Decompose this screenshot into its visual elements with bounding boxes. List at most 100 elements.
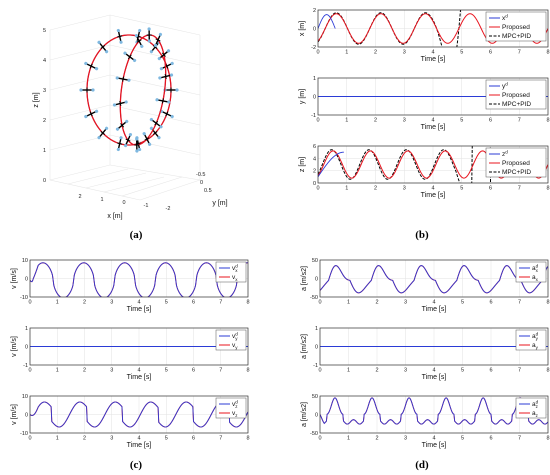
x-tick-label: 7	[518, 118, 521, 124]
axes-frame	[319, 327, 549, 366]
legend-box	[515, 329, 547, 351]
legend: vd zvz	[215, 397, 247, 419]
legend-entry: vy	[232, 342, 238, 350]
quadrotor-marker	[157, 49, 171, 61]
y-tick-label: 50	[312, 258, 318, 264]
y-tick-label: -50	[310, 295, 318, 301]
legend-box	[215, 261, 247, 283]
legend-entry: MPC+PID	[502, 33, 531, 40]
y-axis-label: z [m]	[299, 157, 306, 172]
x-tick-label: 1	[56, 368, 59, 374]
x-tick-label-3d: 2	[78, 194, 81, 200]
x-tick-label: 0	[28, 436, 31, 442]
legend-entry: ad y	[532, 332, 539, 342]
y-tick-label: 0	[313, 181, 316, 187]
x-tick-label: 4	[137, 368, 140, 374]
x-tick-label: 6	[489, 186, 492, 192]
x-tick-label: 7	[219, 300, 222, 306]
x-tick-label: 3	[404, 436, 407, 442]
x-tick-label-3d: -2	[166, 206, 171, 212]
x-tick-label: 0	[318, 300, 321, 306]
quadrotor-marker	[84, 109, 99, 119]
x-tick-label: 2	[83, 368, 86, 374]
y-tick-label: -1	[23, 363, 28, 369]
y-tick-label: 4	[313, 156, 316, 162]
x-tick-label-3d: 1	[100, 197, 103, 203]
x-tick-label: 3	[110, 300, 113, 306]
series-group	[30, 401, 248, 428]
axes-frame	[29, 395, 249, 434]
legend: ad zaz	[515, 397, 547, 419]
legend-entry: Proposed	[502, 24, 530, 31]
zlabel-3d: z [m]	[33, 92, 40, 107]
legend: vd yvy	[215, 329, 247, 351]
quadrotor-marker	[115, 119, 129, 131]
z-tick-label: 5	[43, 28, 46, 34]
x-tick-label: 7	[518, 186, 521, 192]
legend-box	[515, 261, 547, 283]
x-tick-label: 5	[461, 436, 464, 442]
x-tick-label: 2	[83, 436, 86, 442]
x-axis-label: Time [s]	[127, 306, 152, 313]
y-axis-label: v [m/s]	[11, 268, 18, 289]
x-tick-label: 4	[432, 300, 435, 306]
x-tick-label: 0	[316, 118, 319, 124]
legend: vd xvx	[215, 261, 247, 283]
series-reference	[318, 14, 336, 29]
x-tick-label: 3	[110, 368, 113, 374]
x-axis-label: Time [s]	[127, 374, 152, 381]
y-axis-label: v [m/s]	[11, 336, 18, 357]
x-tick-label: 0	[28, 300, 31, 306]
x-tick-label: 6	[489, 118, 492, 124]
legend-box	[215, 397, 247, 419]
x-tick-label: 5	[461, 300, 464, 306]
x-tick-label: 4	[431, 186, 434, 192]
legend-entry: Proposed	[502, 92, 530, 99]
x-axis-label: Time [s]	[421, 124, 446, 131]
x-tick-label: 7	[518, 368, 521, 374]
y-tick-label: 10	[22, 394, 28, 400]
y-tick-label: 0	[25, 413, 28, 419]
quadrotor-marker	[149, 40, 161, 54]
quadrotor-marker	[112, 100, 128, 107]
y-axis-label: a [m/s2]	[301, 334, 308, 359]
y-tick-label: 2	[313, 169, 316, 175]
3d-grid	[49, 14, 201, 201]
quadrotor-marker	[153, 32, 163, 47]
x-tick-label: 7	[518, 50, 521, 56]
x-tick-label: 5	[460, 118, 463, 124]
quadrotor-marker	[134, 137, 140, 153]
x-tick-label: 6	[192, 300, 195, 306]
x-axis-label: Time [s]	[422, 306, 447, 313]
y-tick-label-3d: -0.5	[196, 172, 205, 178]
x-tick-label: 2	[375, 368, 378, 374]
quadrotor-marker	[123, 133, 133, 148]
quadrotor-marker	[123, 51, 137, 63]
panel-label-d: (d)	[415, 459, 429, 471]
quadrotor-marker	[142, 132, 152, 146]
x-tick-label: 5	[165, 368, 168, 374]
axes-frame	[317, 9, 549, 48]
legend-entry: yd	[502, 82, 508, 91]
x-tick-label: 2	[375, 436, 378, 442]
x-tick-label: 8	[546, 436, 549, 442]
y-tick-label-3d: 0	[200, 180, 203, 186]
x-tick-label: 1	[345, 186, 348, 192]
legend-entry: MPC+PID	[502, 169, 531, 176]
x-tick-label: 3	[403, 118, 406, 124]
series-group	[320, 265, 548, 294]
x-tick-label: 1	[56, 436, 59, 442]
x-tick-label: 0	[318, 436, 321, 442]
x-tick-label: 2	[374, 186, 377, 192]
x-tick-label: 1	[345, 118, 348, 124]
x-axis-label: Time [s]	[422, 442, 447, 449]
x-tick-label: 8	[546, 300, 549, 306]
z-tick-label: 0	[43, 178, 46, 184]
